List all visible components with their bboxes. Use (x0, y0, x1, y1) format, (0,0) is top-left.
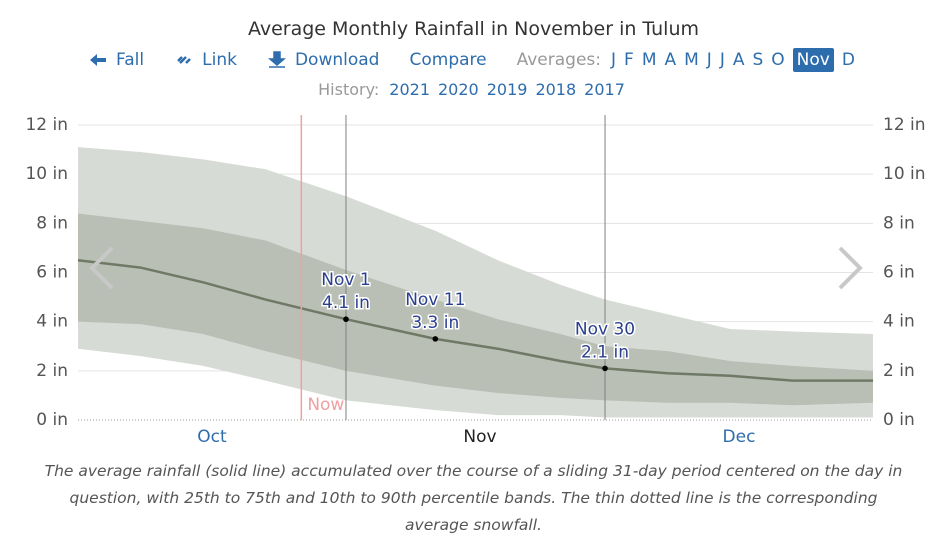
y-tick-label: 6 in (36, 263, 68, 283)
annotation-date: Nov 30 (575, 319, 635, 339)
y-tick-label-right: 4 in (883, 312, 915, 332)
year-link[interactable]: 2020 (438, 80, 479, 99)
month-link[interactable]: A (732, 50, 745, 70)
month-link[interactable]: A (664, 50, 677, 70)
annotation-date: Nov 1 (321, 270, 370, 290)
y-tick-label: 4 in (36, 312, 68, 332)
year-links: 2021 2020 2019 2018 2017 (385, 80, 629, 99)
year-link[interactable]: 2019 (486, 80, 528, 99)
median-line (77, 258, 873, 382)
year-link[interactable]: 2017 (584, 80, 625, 99)
year-link[interactable]: 2018 (535, 80, 577, 99)
annotation-value: 2.1 in (581, 342, 629, 362)
history-label: History: (318, 80, 380, 99)
month-link[interactable]: J (719, 50, 725, 70)
month-link[interactable]: J (611, 50, 617, 70)
y-tick-label: 10 in (25, 164, 68, 184)
link-icon (177, 56, 192, 64)
y-tick-label-right: 0 in (883, 410, 915, 430)
year-link[interactable]: 2021 (389, 80, 430, 99)
annotation-value: 4.1 in (322, 293, 370, 313)
prev-arrow[interactable] (89, 246, 114, 290)
now-label: Now (307, 395, 344, 415)
annotation-date: Nov 11 (405, 290, 465, 310)
y-tick-label: 12 in (25, 115, 68, 135)
month-link[interactable]: M (641, 50, 657, 70)
annotation-point (343, 316, 349, 323)
month-link[interactable]: D (841, 50, 855, 70)
x-tick-label: Dec (723, 427, 756, 447)
y-tick-label: 8 in (36, 213, 68, 233)
month-link[interactable]: S (752, 50, 764, 70)
compare-link[interactable]: Compare (409, 50, 487, 70)
month-link[interactable]: M (684, 50, 699, 70)
annotation-point (432, 336, 439, 342)
month-link[interactable]: F (624, 50, 634, 70)
y-tick-label-right: 2 in (883, 361, 915, 381)
x-tick-label: Oct (197, 427, 227, 447)
back-link[interactable]: Fall (116, 50, 145, 70)
averages-label: Averages: (516, 50, 602, 70)
month-link[interactable]: Nov (792, 48, 834, 72)
y-tick-label-right: 12 in (883, 115, 926, 135)
band-25-75 (78, 213, 873, 406)
month-links: J F M A M J J A S O Nov D (607, 48, 859, 72)
y-tick-label-right: 10 in (883, 164, 926, 184)
month-link[interactable]: O (771, 50, 785, 70)
download-icon (267, 51, 286, 68)
link[interactable]: Link (202, 50, 237, 70)
y-tick-label-right: 6 in (883, 263, 915, 283)
history: History: 2021 2020 2019 2018 2017 (0, 80, 947, 99)
chart-title: Average Monthly Rainfall in November in … (247, 18, 700, 40)
caption: The average rainfall (solid line) accumu… (44, 462, 903, 534)
y-tick-label-right: 8 in (883, 213, 915, 233)
annotation-point (602, 365, 608, 372)
y-tick-label: 0 in (36, 410, 68, 430)
x-tick-label: Nov (463, 427, 496, 447)
next-arrow[interactable] (838, 246, 863, 290)
back-icon (90, 54, 107, 66)
month-link[interactable]: J (706, 50, 712, 70)
download-link[interactable]: Download (294, 50, 380, 70)
chart: 0 in 0 in 2 in 2 in 4 in 4 in 6 in 6 in 8 in 8 in… (25, 115, 926, 447)
y-tick-label: 2 in (36, 361, 68, 381)
annotation-value: 3.3 in (411, 313, 459, 333)
